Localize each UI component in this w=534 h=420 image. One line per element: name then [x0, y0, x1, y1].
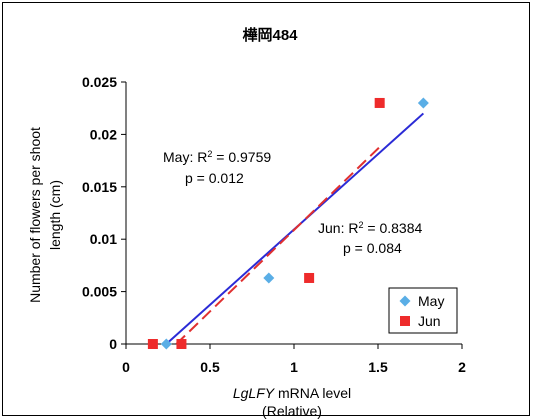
jun-data-point — [304, 272, 315, 283]
jun-r2-annotation: Jun: R2 = 0.8384 — [318, 220, 422, 236]
jun-p-annotation: p = 0.084 — [343, 240, 402, 256]
jun-trend-line — [175, 146, 381, 345]
may-p-annotation: p = 0.012 — [185, 170, 244, 186]
may-data-point — [263, 272, 275, 284]
x-tick-label: 0.5 — [200, 359, 220, 375]
x-axis-label-rest: mRNA level — [274, 385, 351, 401]
y-ticks: 0 0.005 0.01 0.015 0.02 0.025 — [82, 74, 126, 352]
y-axis-label-line2: length (cm) — [47, 180, 63, 250]
may-data-point — [160, 338, 172, 350]
may-data-point — [417, 97, 429, 109]
x-tick-label: 2 — [458, 359, 466, 375]
chart-title: 樺岡484 — [242, 26, 298, 44]
legend-jun-marker — [400, 316, 410, 326]
jun-data-point — [147, 339, 158, 349]
y-tick-label: 0.01 — [90, 231, 117, 247]
y-tick-label: 0.025 — [82, 74, 117, 90]
y-tick-label: 0.015 — [82, 179, 117, 195]
legend-may-label: May — [418, 293, 444, 309]
x-tick-label: 1 — [290, 359, 298, 375]
x-axis-label-gene: LgLFY — [233, 385, 276, 401]
x-axis-label: LgLFY mRNA level — [233, 385, 351, 401]
chart-frame — [2, 2, 530, 416]
y-tick-label: 0.02 — [90, 126, 117, 142]
legend: May Jun — [388, 287, 458, 334]
trend-lines — [165, 112, 425, 345]
y-tick-label: 0.005 — [82, 284, 117, 300]
x-axis-label-line2: (Relative) — [262, 403, 322, 419]
legend-may-marker — [399, 295, 411, 307]
data-points — [147, 97, 429, 350]
x-ticks: 0 0.5 1 1.5 2 — [122, 344, 466, 375]
jun-data-point — [374, 97, 385, 108]
x-tick-label: 0 — [122, 359, 130, 375]
legend-jun-label: Jun — [418, 313, 441, 329]
may-r2-annotation: May: R2 = 0.9759 — [163, 149, 271, 165]
jun-data-point — [176, 339, 187, 349]
x-tick-label: 1.5 — [368, 359, 388, 375]
y-axis-label-line1: Number of flowers per shoot — [27, 127, 43, 303]
y-tick-label: 0 — [109, 336, 117, 352]
